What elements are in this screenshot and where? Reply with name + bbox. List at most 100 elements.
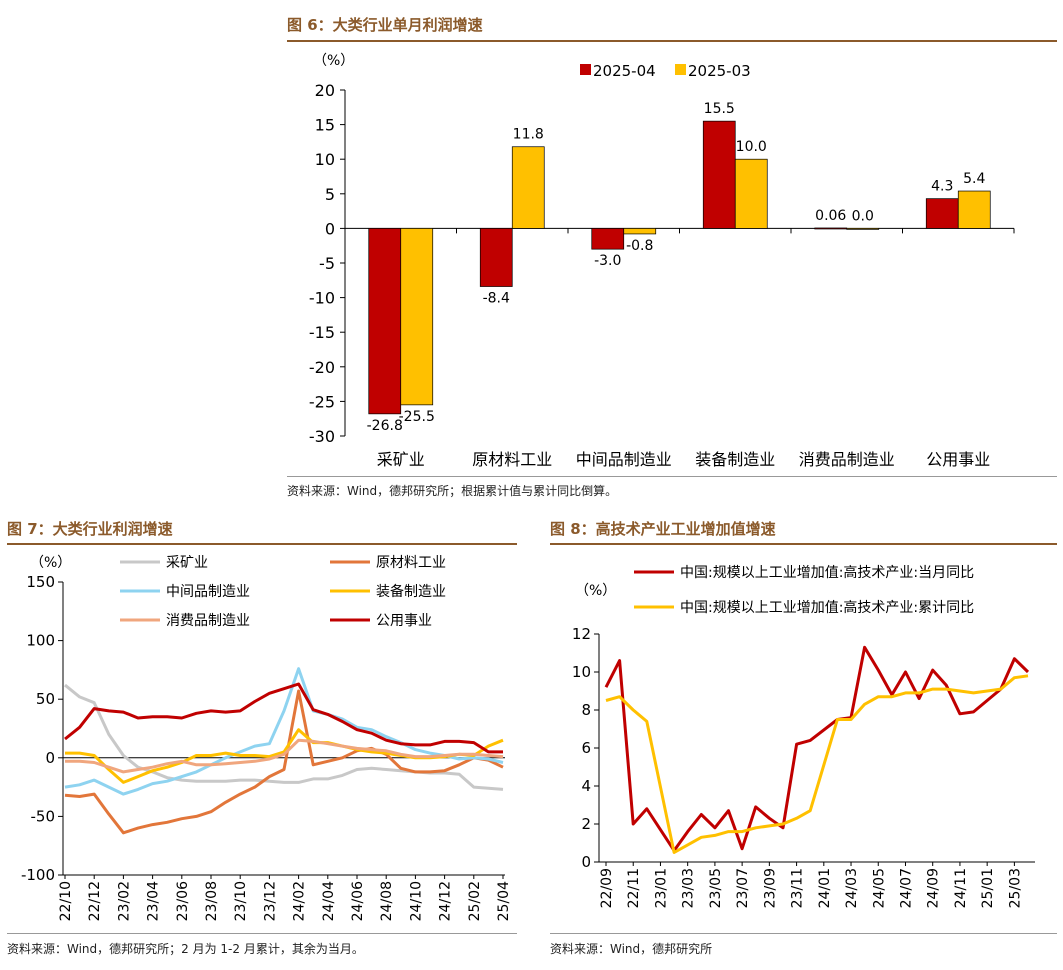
x-tick-label: 24/05 bbox=[871, 868, 887, 908]
data-label: -26.8 bbox=[367, 418, 403, 434]
x-tick-label: 24/08 bbox=[379, 881, 395, 921]
legend-label: 消费品制造业 bbox=[166, 613, 250, 629]
x-tick-label: 23/05 bbox=[708, 868, 724, 908]
x-tick-label: 23/01 bbox=[653, 868, 669, 908]
y-tick-label: 0 bbox=[325, 219, 335, 238]
legend-label: 原材料工业 bbox=[376, 555, 446, 571]
figure-7-bottom-rule bbox=[7, 933, 517, 934]
figure-6-source: 资料来源：Wind，德邦研究所；根据累计值与累计同比倒算。 bbox=[287, 484, 618, 498]
x-tick-label: 23/09 bbox=[762, 868, 778, 908]
data-label: 4.3 bbox=[931, 179, 953, 195]
figure-8-title: 图 8：高技术产业工业增加值增速 bbox=[550, 520, 776, 538]
x-tick-label: 24/01 bbox=[817, 868, 833, 908]
y-axis-unit: （%） bbox=[30, 555, 71, 571]
category-label: 原材料工业 bbox=[472, 450, 552, 469]
x-tick-label: 24/11 bbox=[953, 868, 969, 908]
data-label: 0.06 bbox=[815, 208, 846, 224]
x-tick-label: 22/11 bbox=[626, 868, 642, 908]
legend-swatch bbox=[675, 64, 686, 75]
bar bbox=[591, 228, 625, 250]
data-label: -3.0 bbox=[594, 253, 621, 269]
y-tick-label: 12 bbox=[572, 625, 591, 643]
y-tick-label: 0 bbox=[45, 749, 55, 767]
x-tick-label: 23/11 bbox=[790, 868, 806, 908]
y-tick-label: 10 bbox=[315, 150, 335, 169]
bar bbox=[846, 228, 880, 230]
bar bbox=[368, 228, 402, 415]
y-axis-unit: （%） bbox=[313, 53, 354, 69]
x-tick-label: 22/12 bbox=[87, 881, 103, 921]
y-tick-label: 150 bbox=[26, 573, 55, 591]
x-tick-label: 23/10 bbox=[233, 881, 249, 921]
x-tick-label: 24/06 bbox=[350, 881, 366, 921]
x-tick-label: 23/06 bbox=[175, 881, 191, 921]
series-line bbox=[64, 682, 503, 754]
category-label: 采矿业 bbox=[377, 450, 425, 469]
series-line bbox=[605, 674, 1029, 854]
category-label: 装备制造业 bbox=[695, 450, 775, 469]
y-tick-label: -30 bbox=[309, 427, 335, 446]
y-tick-label: -50 bbox=[31, 807, 56, 825]
figure-8-bottom-rule bbox=[550, 933, 1057, 934]
series-line bbox=[64, 667, 504, 796]
figure-6-bottom-rule bbox=[287, 476, 1057, 477]
bar bbox=[957, 190, 991, 229]
legend-label: 装备制造业 bbox=[376, 583, 446, 600]
x-tick-label: 23/07 bbox=[735, 868, 751, 908]
category-label: 消费品制造业 bbox=[799, 450, 895, 469]
x-tick-label: 24/07 bbox=[898, 868, 914, 908]
y-axis-unit: （%） bbox=[575, 583, 616, 599]
data-label: 15.5 bbox=[704, 101, 735, 117]
data-label: 5.4 bbox=[963, 171, 985, 187]
y-tick-label: 100 bbox=[26, 632, 55, 650]
legend-label: 中间品制造业 bbox=[166, 584, 250, 600]
y-tick-label: -5 bbox=[319, 254, 335, 273]
legend-label: 采矿业 bbox=[166, 555, 208, 571]
figure-8-source: 资料来源：Wind，德邦研究所 bbox=[550, 942, 713, 956]
x-tick-label: 25/04 bbox=[496, 881, 512, 921]
x-tick-label: 24/09 bbox=[926, 868, 942, 908]
data-label: 0.0 bbox=[852, 208, 874, 224]
bar bbox=[734, 158, 768, 229]
data-label: -0.8 bbox=[626, 238, 653, 254]
y-tick-label: 50 bbox=[36, 690, 55, 708]
y-tick-label: 15 bbox=[315, 116, 335, 135]
y-tick-label: 5 bbox=[325, 185, 335, 204]
legend-label: 2025-04 bbox=[593, 62, 656, 80]
figure-8-title-rule bbox=[550, 543, 1057, 545]
x-tick-label: 25/02 bbox=[467, 881, 483, 921]
figure-7-title-rule bbox=[7, 543, 517, 545]
x-tick-label: 23/03 bbox=[681, 868, 697, 908]
bar bbox=[702, 120, 736, 229]
x-tick-label: 23/02 bbox=[116, 881, 132, 921]
legend-label: 中国:规模以上工业增加值:高技术产业:当月同比 bbox=[680, 564, 974, 581]
x-tick-label: 24/04 bbox=[321, 881, 337, 921]
series-line bbox=[604, 645, 1030, 853]
data-label: -8.4 bbox=[483, 291, 510, 307]
x-tick-label: 25/01 bbox=[980, 868, 996, 908]
y-tick-label: 4 bbox=[581, 777, 591, 795]
x-tick-label: 23/08 bbox=[204, 881, 220, 921]
x-tick-label: 24/10 bbox=[408, 881, 424, 921]
x-tick-label: 24/12 bbox=[438, 881, 454, 921]
data-label: 11.8 bbox=[513, 127, 544, 143]
figure-7-title: 图 7：大类行业利润增速 bbox=[7, 520, 173, 538]
bar bbox=[511, 146, 545, 229]
y-tick-label: 8 bbox=[581, 701, 591, 719]
figure-6-title-rule bbox=[287, 40, 1057, 42]
x-tick-label: 25/03 bbox=[1007, 868, 1023, 908]
figure-6-title: 图 6：大类行业单月利润增速 bbox=[287, 16, 483, 34]
y-tick-label: -15 bbox=[309, 323, 335, 342]
y-tick-label: -20 bbox=[309, 358, 335, 377]
category-label: 公用事业 bbox=[926, 450, 990, 469]
data-label: 10.0 bbox=[736, 139, 767, 155]
legend-label: 2025-03 bbox=[688, 62, 751, 80]
x-tick-label: 24/03 bbox=[844, 868, 860, 908]
bar bbox=[623, 228, 657, 235]
y-tick-label: 20 bbox=[315, 81, 335, 100]
x-tick-label: 23/12 bbox=[262, 881, 278, 921]
category-label: 中间品制造业 bbox=[576, 450, 672, 469]
legend-swatch bbox=[580, 64, 591, 75]
series-line bbox=[65, 738, 504, 774]
